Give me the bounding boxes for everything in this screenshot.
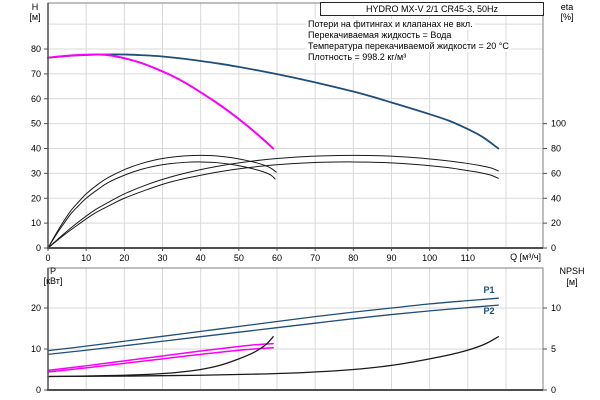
info-line-temperature: Температура перекачиваемой жидкости = 20… [306, 41, 511, 52]
left-tick-30: 30 [31, 168, 41, 178]
info-line-liquid: Перекачиваемая жидкость = Вода [306, 30, 454, 41]
left-tick-0: 0 [36, 385, 41, 395]
curve-head-2pumps [47, 53, 500, 150]
left-tick-10: 10 [31, 218, 41, 228]
x-tick-80: 80 [348, 253, 358, 263]
right-tick-5: 5 [551, 344, 556, 354]
curve-eta-2pumps-upper [47, 154, 499, 249]
npsh-axis-unit: [м] [566, 277, 578, 287]
series-curves [47, 297, 499, 378]
x-tick-40: 40 [196, 253, 206, 263]
info-line-density: Плотность = 998.2 кг/м³ [306, 52, 409, 63]
curve-npsh-2pumps [47, 336, 499, 378]
curve-head-1pump [47, 53, 275, 150]
left-tick-60: 60 [31, 94, 41, 104]
curve-eta-1pump-upper [47, 154, 277, 249]
plot-frame [47, 267, 544, 391]
info-line-losses: Потери на фитингах и клапанах не вкл. [306, 19, 475, 30]
eta-axis-unit: [%] [560, 12, 574, 22]
plot-area-0: 0 10 20 30 40 50 60 70 80 0 20 40 60 80 100 0 10 20 30 40 50… [31, 2, 566, 263]
axis-tick-labels: 0 10 20 0 5 10 [31, 303, 561, 395]
right-tick-20: 20 [551, 218, 561, 228]
q-axis-label: Q [м³/ч] [510, 252, 541, 262]
p1-curve-label: P1 [483, 285, 495, 295]
x-tick-90: 90 [386, 253, 396, 263]
x-tick-110: 110 [461, 253, 475, 263]
curve-eta-1pump-lower [47, 161, 276, 249]
left-tick-10: 10 [31, 344, 41, 354]
curve-p1-2pumps [47, 297, 499, 352]
series-curves [47, 53, 500, 249]
gridlines [48, 3, 543, 248]
pump-title-box: HYDRO MX-V 2/1 CR45-3, 50Hz [320, 2, 544, 16]
right-tick-40: 40 [551, 193, 561, 203]
p-axis-title: P [49, 266, 56, 276]
x-tick-20: 20 [119, 253, 129, 263]
curve-p2-1pump [47, 347, 274, 373]
h-axis-title: H [31, 2, 39, 12]
left-tick-0: 0 [36, 243, 41, 253]
plot-area-1: 0 10 20 0 5 10 [31, 267, 561, 395]
axis-ticks [44, 307, 547, 391]
gridlines [48, 268, 543, 390]
info-text-block: Потери на фитингах и клапанах не вкл. Пе… [306, 19, 511, 63]
right-tick-10: 10 [551, 303, 561, 313]
x-tick-60: 60 [272, 253, 282, 263]
x-tick-50: 50 [234, 253, 244, 263]
left-tick-20: 20 [31, 193, 41, 203]
x-tick-0: 0 [45, 253, 50, 263]
x-tick-30: 30 [157, 253, 167, 263]
right-tick-0: 0 [551, 243, 556, 253]
curve-p2-2pumps [47, 304, 499, 355]
x-tick-10: 10 [81, 253, 91, 263]
left-tick-50: 50 [31, 119, 41, 129]
x-tick-70: 70 [310, 253, 320, 263]
right-tick-100: 100 [551, 119, 566, 129]
h-axis-unit: [м] [29, 12, 41, 22]
axis-tick-labels: 0 10 20 30 40 50 60 70 80 0 20 40 60 80 100 0 10 20 30 40 50… [31, 44, 566, 263]
right-tick-0: 0 [551, 385, 556, 395]
npsh-axis-title: NPSH [559, 266, 585, 276]
right-tick-60: 60 [551, 168, 561, 178]
x-tick-100: 100 [422, 253, 437, 263]
left-tick-70: 70 [31, 69, 41, 79]
left-tick-80: 80 [31, 44, 41, 54]
curve-p1-1pump [47, 342, 274, 372]
axis-ticks [44, 48, 547, 251]
p2-curve-label: P2 [483, 306, 495, 316]
right-tick-80: 80 [551, 144, 561, 154]
left-tick-40: 40 [31, 144, 41, 154]
eta-axis-title: eta [560, 2, 574, 12]
left-tick-20: 20 [31, 303, 41, 313]
curve-eta-2pumps-lower [47, 161, 499, 249]
p-axis-unit: [кВт] [43, 276, 63, 286]
